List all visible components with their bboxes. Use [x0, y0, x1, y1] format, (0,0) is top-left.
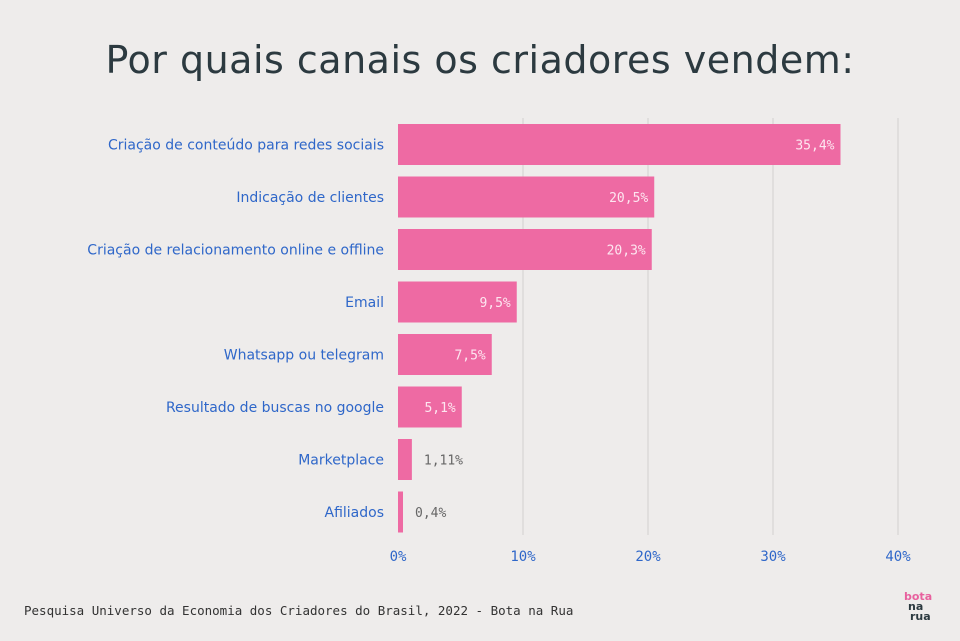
- category-label-7: Afiliados: [325, 505, 385, 521]
- bar-6: [398, 439, 412, 480]
- category-label-3: Email: [345, 295, 384, 311]
- category-label-5: Resultado de buscas no google: [166, 400, 384, 416]
- bar-0: [398, 124, 841, 165]
- bar-4: [398, 334, 492, 375]
- bota-na-rua-logo: bota na rua: [904, 590, 940, 623]
- bar-7: [398, 491, 403, 533]
- category-label-2: Criação de relacionamento online e offli…: [87, 243, 384, 259]
- category-label-1: Indicação de clientes: [236, 190, 384, 206]
- logo-line-1: bota: [904, 590, 933, 603]
- category-label-4: Whatsapp ou telegram: [224, 348, 384, 364]
- bar-5: [398, 386, 462, 428]
- bar-chart: Criação de conteúdo para redes sociais 35…: [87, 118, 911, 565]
- category-label-6: Marketplace: [298, 453, 384, 469]
- value-label-1: 20,5%: [609, 191, 648, 206]
- logo-line-3: rua: [910, 610, 931, 623]
- value-label-3: 9,5%: [479, 296, 510, 311]
- x-tick-label-30: 30%: [760, 549, 786, 565]
- x-tick-label-20: 20%: [635, 549, 661, 565]
- logo-line-2: na: [908, 600, 924, 613]
- value-label-4: 7,5%: [454, 349, 485, 364]
- bar-3: [398, 281, 517, 323]
- bar-2: [398, 229, 652, 270]
- x-tick-label-10: 10%: [510, 549, 536, 565]
- value-label-5: 5,1%: [424, 401, 455, 416]
- x-tick-label-0: 0%: [390, 549, 407, 565]
- source-footer: Pesquisa Universo da Economia dos Criado…: [24, 603, 574, 618]
- x-tick-label-40: 40%: [885, 549, 911, 565]
- bar-1: [398, 176, 655, 218]
- category-label-0: Criação de conteúdo para redes sociais: [108, 138, 384, 154]
- value-label-0: 35,4%: [795, 139, 834, 154]
- chart-title: Por quais canais os criadores vendem:: [105, 38, 855, 82]
- value-label-7: 0,4%: [415, 506, 446, 521]
- value-label-2: 20,3%: [607, 244, 646, 259]
- value-label-6: 1,11%: [424, 454, 463, 469]
